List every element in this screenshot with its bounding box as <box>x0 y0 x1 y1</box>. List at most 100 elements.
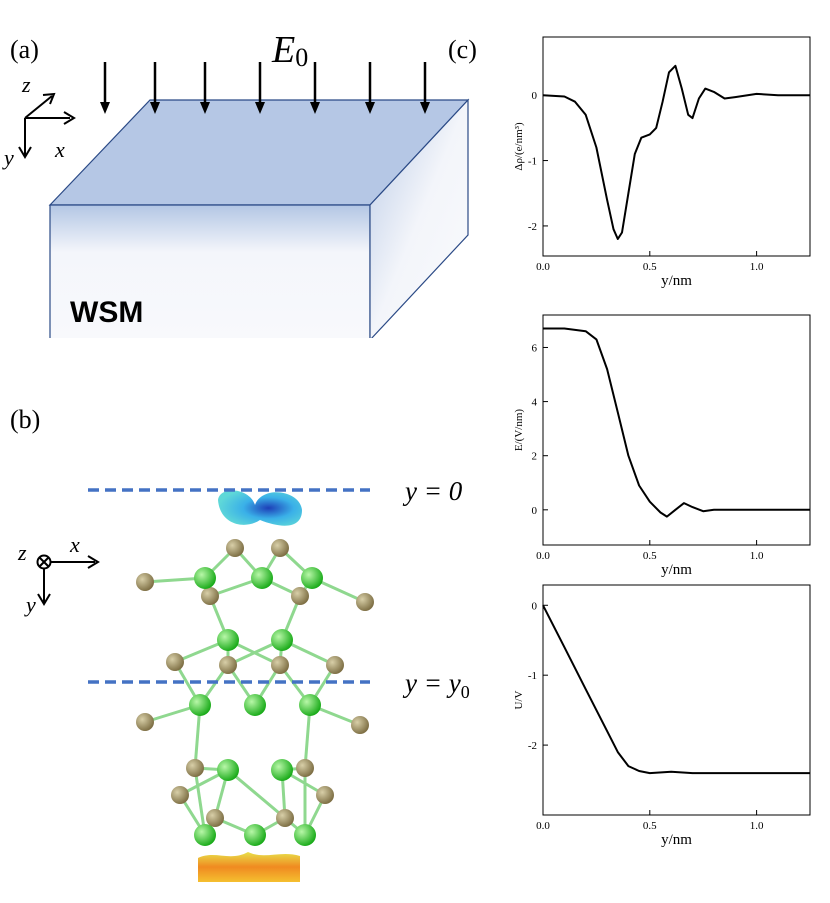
plot-frame <box>542 314 811 546</box>
line-label-base: y = y <box>402 668 461 698</box>
axis-label: y <box>24 592 36 617</box>
y-tick-label: -2 <box>528 740 537 752</box>
atom <box>316 786 334 804</box>
line-label: y = 0 <box>402 476 463 506</box>
arrow-head <box>200 102 210 114</box>
x-tick-label: 1.0 <box>750 820 764 832</box>
atom <box>166 653 184 671</box>
data-line <box>542 604 810 775</box>
atom <box>271 759 293 781</box>
axis-label: z <box>21 72 31 97</box>
arrow-head <box>100 102 110 114</box>
axis-label: y <box>2 145 14 170</box>
atom <box>136 713 154 731</box>
arrow-head <box>310 102 320 114</box>
atom <box>217 759 239 781</box>
atom <box>351 716 369 734</box>
y-tick-label: 4 <box>532 397 538 409</box>
arrow-head <box>42 92 56 105</box>
x-tick-label: 0.0 <box>536 550 550 562</box>
atom <box>194 824 216 846</box>
arrow-head <box>18 146 32 159</box>
y-tick-label: 0 <box>532 505 538 517</box>
axis-cross <box>38 556 50 568</box>
atom <box>136 573 154 591</box>
y-tick-label: 2 <box>532 451 538 463</box>
atom <box>244 694 266 716</box>
field-sub: 0 <box>295 43 308 72</box>
atom <box>271 539 289 557</box>
plot-frame <box>542 584 811 816</box>
y-tick-label: -2 <box>528 221 537 233</box>
atom <box>194 567 216 589</box>
y-tick-label: -1 <box>528 670 537 682</box>
y-axis-label: Δρ/(e/nm³) <box>513 122 525 171</box>
bond <box>227 768 286 820</box>
charge-blob <box>218 490 302 526</box>
x-tick-label: 0.0 <box>536 820 550 832</box>
atom <box>226 539 244 557</box>
atom <box>296 759 314 777</box>
atom <box>271 629 293 651</box>
y-tick-label: 6 <box>532 342 538 354</box>
axis-label: x <box>54 137 65 162</box>
atom <box>301 567 323 589</box>
x-tick-label: 0.5 <box>643 820 657 832</box>
atom <box>217 629 239 651</box>
atom <box>171 786 189 804</box>
y-tick-label: 0 <box>532 90 538 102</box>
axes-b <box>36 554 100 606</box>
charge-band <box>198 852 300 882</box>
atom <box>326 656 344 674</box>
axis-line <box>24 95 53 119</box>
arrow-head <box>87 555 100 569</box>
x-axis-label: y/nm <box>661 273 692 289</box>
panel-label: (c) <box>448 35 477 64</box>
atom <box>356 593 374 611</box>
atom <box>294 824 316 846</box>
data-line <box>542 64 810 240</box>
arrow-head <box>365 102 375 114</box>
atom <box>201 587 219 605</box>
atom <box>206 809 224 827</box>
bond <box>193 767 207 836</box>
slab-bottom-fade <box>48 338 374 342</box>
x-axis-label: y/nm <box>661 562 692 578</box>
atom <box>251 567 273 589</box>
atom <box>276 809 294 827</box>
x-tick-label: 1.0 <box>750 550 764 562</box>
axes-a <box>18 92 76 159</box>
x-tick-label: 0.0 <box>536 261 550 273</box>
atom <box>219 656 237 674</box>
field-label: E0 <box>271 29 308 72</box>
arrow-head <box>63 111 76 125</box>
atom <box>299 694 321 716</box>
y-tick-label: -1 <box>528 156 537 168</box>
panel-label: (a) <box>10 35 39 64</box>
arrow-head <box>150 102 160 114</box>
y-tick-label: 0 <box>532 600 538 612</box>
y-axis-label: U/V <box>513 690 525 709</box>
field-arrows <box>100 62 430 114</box>
panel-label: (b) <box>10 405 40 434</box>
atom <box>186 759 204 777</box>
arrow-head <box>420 102 430 114</box>
y-axis-label: E/(V/nm) <box>513 409 525 451</box>
arrow-head <box>255 102 265 114</box>
axis-label: z <box>17 540 27 565</box>
plot-frame <box>542 36 811 257</box>
slab-side <box>369 98 469 342</box>
line-label: y = y0 <box>402 668 470 702</box>
x-tick-label: 0.5 <box>643 261 657 273</box>
atom <box>244 824 266 846</box>
atom <box>271 656 289 674</box>
x-tick-label: 1.0 <box>750 261 764 273</box>
x-tick-label: 0.5 <box>643 550 657 562</box>
line-label-sub: 0 <box>461 682 470 702</box>
axis-label: x <box>69 532 80 557</box>
arrow-head <box>37 593 51 606</box>
field-base: E <box>271 29 295 71</box>
structure <box>136 490 374 882</box>
atom <box>189 694 211 716</box>
